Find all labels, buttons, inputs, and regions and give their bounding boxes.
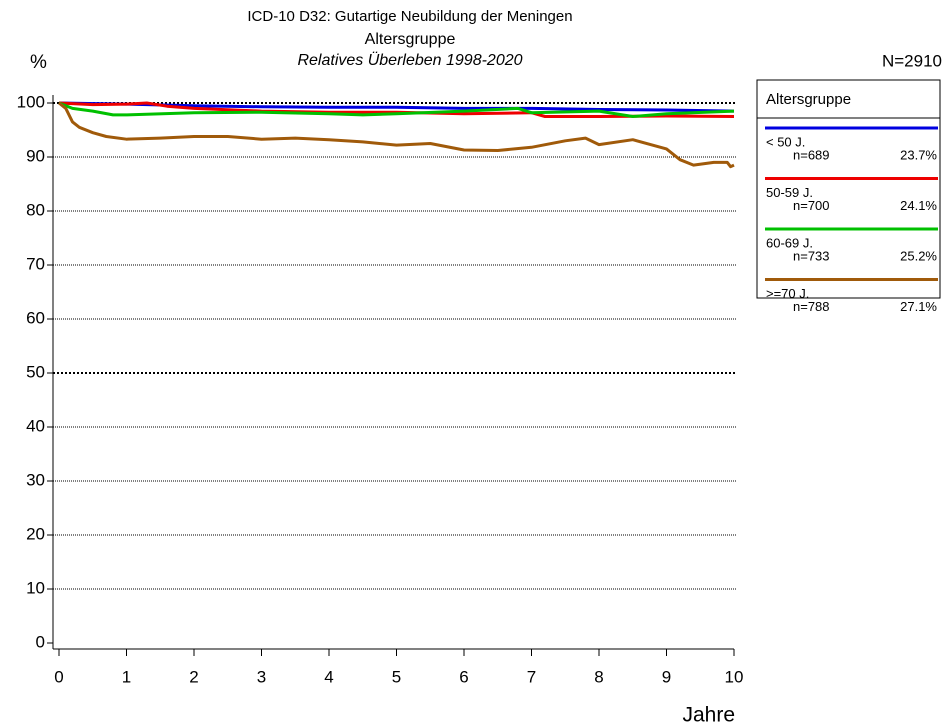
y-tick-label: 40 [26,416,45,435]
y-axis-label: % [30,52,47,73]
legend-count: n=733 [793,248,830,263]
x-axis-label: Jahre [682,704,735,727]
legend-share: 27.1% [900,299,937,314]
y-tick-label: 60 [26,308,45,327]
legend-share: 23.7% [900,147,937,162]
series-line [58,101,735,118]
x-tick-label: 3 [257,667,266,686]
x-tick-label: 7 [527,667,536,686]
x-tick-label: 8 [594,667,603,686]
legend-count: n=700 [793,198,830,213]
legend-count: n=689 [793,147,830,162]
legend-count: n=788 [793,299,830,314]
x-tick-label: 2 [189,667,198,686]
legend-label: 50-59 J. [766,185,813,200]
y-tick-label: 0 [36,632,45,651]
series-line [58,101,735,118]
legend-share: 25.2% [900,248,937,263]
x-tick-label: 9 [662,667,671,686]
y-tick-label: 100 [17,92,45,111]
series-line [58,101,735,169]
y-tick-label: 50 [26,362,45,381]
legend-label: 60-69 J. [766,235,813,250]
legend-share: 24.1% [900,198,937,213]
total-label: N=2910 [882,51,942,70]
chart-title: ICD-10 D32: Gutartige Neubildung der Men… [247,8,572,25]
y-tick-label: 70 [26,254,45,273]
x-tick-label: 10 [725,667,744,686]
legend-label: >=70 J. [766,286,809,301]
x-tick-label: 6 [459,667,468,686]
legend-title: Altersgruppe [766,91,851,108]
chart-subtitle: Relatives Überleben 1998-2020 [297,51,522,69]
legend-box [756,79,941,299]
x-tick-label: 0 [54,667,63,686]
chart-subtitle: Altersgruppe [365,31,456,48]
legend-label: < 50 J. [766,134,805,149]
x-tick-label: 5 [392,667,401,686]
x-tick-label: 4 [324,667,333,686]
y-tick-label: 80 [26,200,45,219]
y-tick-label: 10 [26,578,45,597]
y-tick-label: 30 [26,470,45,489]
y-tick-label: 20 [26,524,45,543]
y-tick-label: 90 [26,146,45,165]
x-tick-label: 1 [122,667,131,686]
